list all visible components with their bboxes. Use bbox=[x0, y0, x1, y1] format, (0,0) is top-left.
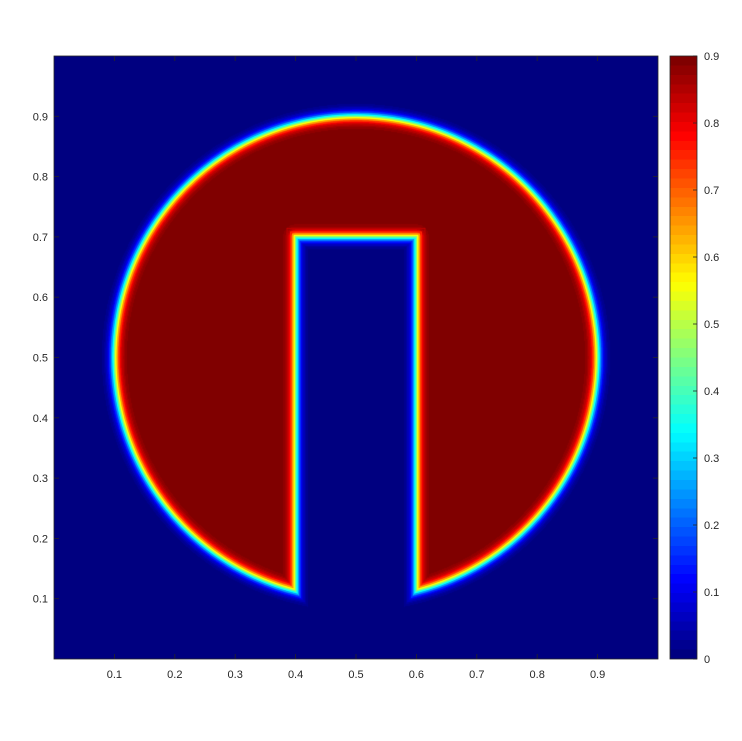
colorbar-tick-label: 0.5 bbox=[704, 319, 719, 331]
contour-line-7 bbox=[118, 120, 594, 586]
contour-line-4 bbox=[113, 115, 599, 592]
colorbar-tick-label: 0.8 bbox=[704, 118, 719, 130]
x-tick-label: 0.1 bbox=[107, 669, 122, 681]
colorbar-tick-label: 0.7 bbox=[704, 185, 719, 197]
plot-axes: 0.1 0.2 0.3 0.4 0.5 0.6 0.7 0.8 0.9 0.1 0.2 0.3 0.4… bbox=[33, 55, 659, 681]
x-tick-label: 0.5 bbox=[348, 669, 363, 681]
x-axis: 0.1 0.2 0.3 0.4 0.5 0.6 0.7 0.8 0.9 bbox=[107, 56, 605, 681]
colorbar-axis: 0 0.1 0.2 0.3 0.4 0.5 0.6 0.7 0.8 0.9 bbox=[693, 51, 719, 666]
y-tick-label: 0.6 bbox=[33, 292, 48, 304]
colorbar: 0 0.1 0.2 0.3 0.4 0.5 0.6 0.7 0.8 0.9 bbox=[669, 51, 719, 666]
y-axis: 0.1 0.2 0.3 0.4 0.5 0.6 0.7 0.8 0.9 bbox=[33, 111, 658, 606]
y-tick-label: 0.7 bbox=[33, 232, 48, 244]
y-tick-label: 0.4 bbox=[33, 413, 48, 425]
colorbar-tick-label: 0.6 bbox=[704, 252, 719, 264]
x-tick-label: 0.9 bbox=[590, 669, 605, 681]
contour-line-2 bbox=[111, 113, 601, 596]
x-tick-label: 0.4 bbox=[288, 669, 303, 681]
colorbar-tick-label: 0.4 bbox=[704, 386, 719, 398]
contour-line-0 bbox=[105, 107, 607, 603]
contour-line-1 bbox=[109, 110, 603, 598]
heatmap-image bbox=[54, 56, 658, 659]
contour-line-8 bbox=[122, 124, 590, 581]
y-tick-label: 0.5 bbox=[33, 353, 48, 365]
y-tick-label: 0.8 bbox=[33, 172, 48, 184]
y-tick-label: 0.2 bbox=[33, 533, 48, 545]
colorbar-tick-label: 0.9 bbox=[704, 51, 719, 63]
x-tick-label: 0.8 bbox=[530, 669, 545, 681]
colorbar-tick-label: 0 bbox=[704, 654, 710, 666]
y-tick-label: 0.3 bbox=[33, 473, 48, 485]
colorbar-box bbox=[669, 55, 698, 660]
x-tick-label: 0.2 bbox=[167, 669, 182, 681]
contour-line-6 bbox=[116, 118, 596, 588]
x-tick-label: 0.6 bbox=[409, 669, 424, 681]
colorbar-tick-label: 0.2 bbox=[704, 520, 719, 532]
y-tick-label: 0.9 bbox=[33, 111, 48, 123]
colorbar-tick-label: 0.3 bbox=[704, 453, 719, 465]
contour-lines bbox=[105, 107, 607, 603]
contour-line-3 bbox=[112, 114, 600, 594]
colorbar-gradient bbox=[670, 56, 697, 659]
contour-line-5 bbox=[115, 117, 597, 590]
x-tick-label: 0.3 bbox=[228, 669, 243, 681]
y-tick-label: 0.1 bbox=[33, 594, 48, 606]
colorbar-tick-label: 0.1 bbox=[704, 587, 719, 599]
x-tick-label: 0.7 bbox=[469, 669, 484, 681]
